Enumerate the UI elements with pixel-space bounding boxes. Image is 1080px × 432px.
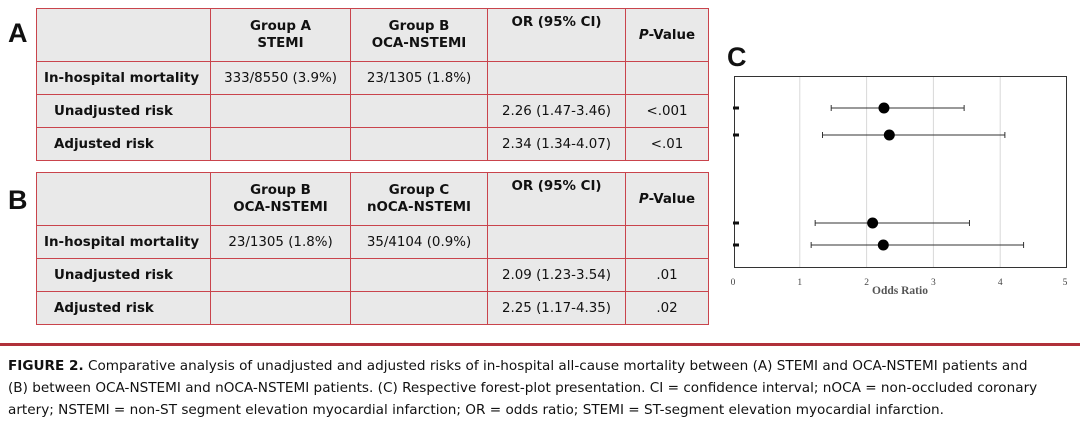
- cell-group-1: [210, 94, 351, 128]
- header-or: OR (95% CI): [487, 8, 626, 62]
- x-axis-label: Odds Ratio: [872, 285, 928, 297]
- x-tick-label: 2: [864, 278, 869, 288]
- cell-group-1: [210, 291, 351, 325]
- x-tick-label: 5: [1063, 278, 1068, 288]
- caption-line-3: artery; NSTEMI = non-ST segment elevatio…: [8, 402, 944, 418]
- cell-group-1: [210, 127, 351, 161]
- header-group-1-line2: STEMI: [257, 36, 304, 51]
- table-row: In-hospital mortality 333/8550 (3.9%) 23…: [36, 61, 709, 95]
- cell-p: [625, 225, 709, 259]
- p-italic: P: [638, 27, 649, 43]
- table-a: Group A STEMI Group B OCA-NSTEMI OR (95%…: [36, 8, 709, 161]
- cell-p: <.001: [625, 94, 709, 128]
- cell-group-2: [350, 127, 488, 161]
- row-label: Adjusted risk: [36, 291, 211, 325]
- table-b-header-row: Group B OCA-NSTEMI Group C nOCA-NSTEMI O…: [36, 172, 709, 226]
- cell-or: [487, 61, 626, 95]
- cell-p: [625, 61, 709, 95]
- cell-or: 2.34 (1.34-4.07): [487, 127, 626, 161]
- figure-caption: FIGURE 2. Comparative analysis of unadju…: [8, 355, 1074, 421]
- panel-label-b: B: [8, 185, 28, 215]
- header-group-1-line2: OCA-NSTEMI: [233, 200, 328, 215]
- header-group-2-line2: nOCA-NSTEMI: [366, 200, 472, 215]
- header-group-1-line1: Group A: [250, 19, 311, 34]
- row-label: Adjusted risk: [36, 127, 211, 161]
- table-row: Unadjusted risk 2.09 (1.23-3.54) .01: [36, 258, 709, 292]
- header-empty-cell: [36, 8, 211, 62]
- header-group-2-line2: OCA-NSTEMI: [371, 36, 467, 51]
- p-italic: P: [638, 191, 649, 207]
- panel-label-a: A: [8, 18, 28, 48]
- table-b: Group B OCA-NSTEMI Group C nOCA-NSTEMI O…: [36, 172, 709, 325]
- cell-group-2: [350, 291, 488, 325]
- header-group-2-line1: Group B: [388, 19, 450, 34]
- caption-line-1-text: Comparative analysis of unadjusted and a…: [87, 358, 1028, 374]
- header-group-1: Group A STEMI: [210, 8, 351, 62]
- caption-line-1: FIGURE 2. Comparative analysis of unadju…: [8, 355, 1074, 377]
- cell-group-1: [210, 258, 351, 292]
- row-label: Unadjusted risk: [36, 258, 211, 292]
- x-tick-label: 3: [931, 278, 936, 288]
- x-tick-label: 0: [731, 278, 736, 288]
- header-group-2: Group B OCA-NSTEMI: [350, 8, 488, 62]
- x-tick-label: 4: [998, 278, 1003, 288]
- odds-ratio-point: [877, 239, 889, 251]
- p-rest: -Value: [648, 27, 696, 43]
- cell-p: .01: [625, 258, 709, 292]
- cell-or: [487, 225, 626, 259]
- header-p-value: P-Value: [625, 8, 709, 62]
- cell-or: 2.26 (1.47-3.46): [487, 94, 626, 128]
- caption-rule: [0, 343, 1080, 346]
- cell-group-2: 23/1305 (1.8%): [350, 61, 488, 95]
- cell-or: 2.25 (1.17-4.35): [487, 291, 626, 325]
- table-a-header-row: Group A STEMI Group B OCA-NSTEMI OR (95%…: [36, 8, 709, 62]
- header-group-2-line1: Group C: [388, 183, 450, 198]
- caption-line-2: (B) between OCA-NSTEMI and nOCA-NSTEMI p…: [8, 380, 1038, 396]
- panel-label-c: C: [727, 42, 747, 72]
- p-rest: -Value: [648, 191, 696, 207]
- row-label: In-hospital mortality: [36, 225, 211, 259]
- table-row: Adjusted risk 2.25 (1.17-4.35) .02: [36, 291, 709, 325]
- table-row: Unadjusted risk 2.26 (1.47-3.46) <.001: [36, 94, 709, 128]
- cell-p: <.01: [625, 127, 709, 161]
- header-or: OR (95% CI): [487, 172, 626, 226]
- cell-group-1: 23/1305 (1.8%): [210, 225, 351, 259]
- x-tick-label: 1: [797, 278, 802, 288]
- odds-ratio-point: [883, 129, 895, 141]
- header-group-2: Group C nOCA-NSTEMI: [350, 172, 488, 226]
- caption-figure-label: FIGURE 2.: [8, 358, 84, 374]
- odds-ratio-point: [878, 102, 890, 114]
- header-empty-cell: [36, 172, 211, 226]
- cell-group-2: [350, 258, 488, 292]
- row-label: Unadjusted risk: [36, 94, 211, 128]
- cell-group-2: [350, 94, 488, 128]
- cell-p: .02: [625, 291, 709, 325]
- header-p-value: P-Value: [625, 172, 709, 226]
- cell-or: 2.09 (1.23-3.54): [487, 258, 626, 292]
- header-group-1-line1: Group B: [250, 183, 311, 198]
- row-label: In-hospital mortality: [36, 61, 211, 95]
- header-group-1: Group B OCA-NSTEMI: [210, 172, 351, 226]
- odds-ratio-point: [867, 217, 879, 229]
- table-row: Adjusted risk 2.34 (1.34-4.07) <.01: [36, 127, 709, 161]
- forest-plot: 0 1 2 3 4 5 Odds Ratio: [731, 77, 1068, 297]
